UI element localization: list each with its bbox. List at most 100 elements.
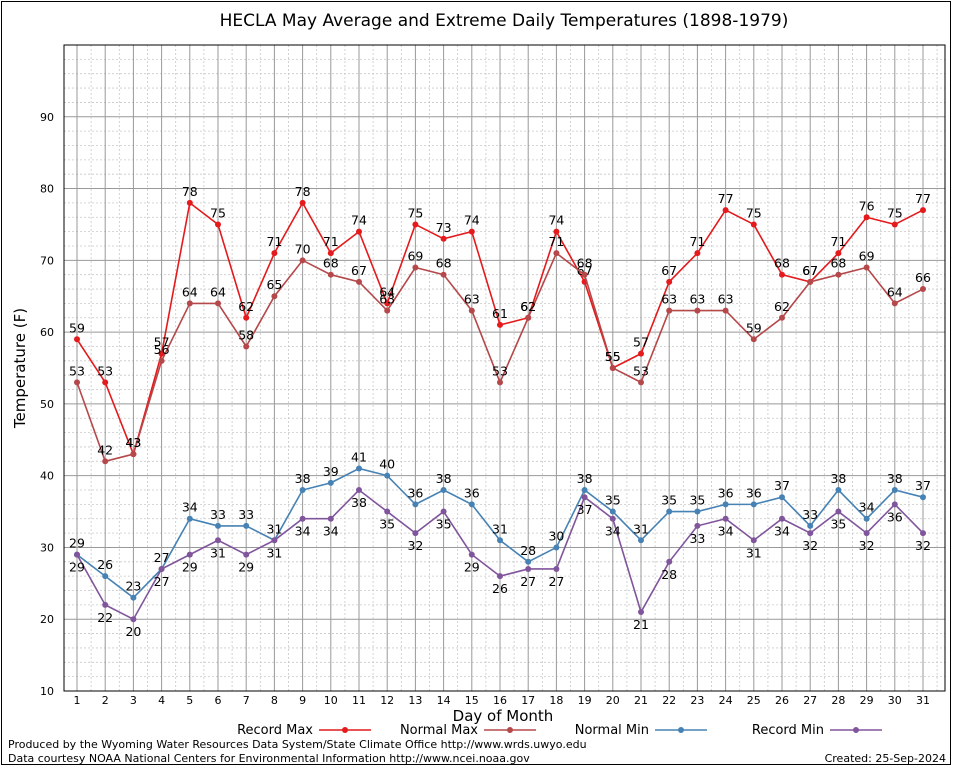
normal-max-data-label: 64 — [887, 284, 903, 299]
record-max-point — [722, 207, 729, 214]
record-min-data-label: 29 — [238, 560, 254, 575]
record-max-point — [299, 199, 306, 206]
plot-area — [63, 44, 946, 692]
record-max-data-label: 57 — [154, 335, 170, 350]
record-max-data-label: 71 — [266, 234, 282, 249]
x-tick-label: 16 — [493, 694, 507, 707]
y-axis-ticks: 10 20 30 40 50 60 70 80 90 — [40, 111, 54, 698]
normal-min-point — [356, 465, 362, 472]
normal-min-point — [920, 494, 926, 501]
normal-max-point — [891, 300, 898, 307]
record-min-point — [609, 515, 616, 522]
normal-min-data-label: 34 — [182, 500, 198, 515]
x-tick-label: 12 — [380, 694, 394, 707]
record-max-data-label: 71 — [689, 234, 705, 249]
record-max-data-label: 74 — [548, 213, 564, 228]
normal-max-point — [581, 271, 588, 278]
normal-max-point — [271, 293, 278, 300]
record-min-point — [299, 515, 306, 522]
footer-produced-by: Produced by the Wyoming Water Resources … — [8, 738, 587, 751]
series-record-min: 29 22 20 27 29 31 29 31 34 34 38 35 32 35 29 26 27 27 37 34… — [69, 487, 931, 639]
normal-max-point — [722, 307, 729, 314]
record-min-point — [186, 551, 193, 558]
record-min-data-label: 37 — [577, 502, 593, 517]
x-tick-label: 2 — [102, 694, 109, 707]
normal-min-data-label: 37 — [915, 478, 931, 493]
legend-marker-normal-min — [678, 727, 684, 733]
normal-min-point — [638, 537, 644, 544]
record-min-point — [863, 530, 870, 537]
x-tick-label: 3 — [130, 694, 137, 707]
record-max-data-label: 74 — [464, 213, 480, 228]
normal-min-point — [215, 522, 221, 529]
normal-max-data-label: 68 — [577, 256, 593, 271]
normal-max-point — [694, 307, 701, 314]
normal-max-point — [779, 314, 785, 321]
normal-min-point — [130, 594, 137, 601]
record-min-data-label: 35 — [379, 517, 395, 532]
normal-min-point — [243, 522, 250, 529]
x-tick-label: 27 — [803, 694, 817, 707]
record-max-data-label: 75 — [407, 205, 423, 220]
record-min-data-label: 27 — [520, 574, 536, 589]
grid — [64, 44, 945, 691]
normal-min-point — [891, 487, 898, 494]
x-axis-ticks: 1 2 3 4 5 6 7 8 9 10 11 12 13 14 15 16 17 18 19 20 21 22 23 24 2… — [74, 694, 931, 707]
record-min-point — [215, 537, 221, 544]
record-min-point — [384, 508, 391, 515]
normal-min-data-label: 38 — [577, 471, 593, 486]
normal-min-point — [327, 479, 334, 486]
normal-max-data-label: 53 — [69, 363, 85, 378]
record-max-data-label: 71 — [830, 234, 846, 249]
normal-max-point — [412, 264, 419, 271]
x-tick-label: 1 — [74, 694, 81, 707]
normal-max-data-label: 64 — [182, 284, 198, 299]
record-max-point — [440, 235, 447, 242]
normal-max-point — [835, 271, 842, 278]
record-max-data-label: 61 — [492, 306, 508, 321]
record-max-point — [384, 300, 391, 307]
x-tick-label: 4 — [158, 694, 165, 707]
normal-min-point — [779, 494, 785, 501]
record-min-data-label: 33 — [689, 531, 705, 546]
record-max-point — [666, 278, 673, 285]
record-max-point — [215, 221, 221, 228]
normal-min-data-label: 40 — [379, 457, 395, 472]
normal-max-point — [130, 451, 137, 458]
normal-max-point — [666, 307, 673, 314]
x-tick-label: 19 — [578, 694, 592, 707]
record-min-point — [807, 530, 814, 537]
legend-label-normal-min: Normal Min — [575, 723, 649, 738]
footer-created: Created: 25-Sep-2024 — [825, 752, 946, 765]
normal-min-point — [525, 558, 532, 565]
normal-min-data-label: 38 — [887, 471, 903, 486]
record-min-data-label: 34 — [605, 524, 621, 539]
record-max-data-label: 76 — [859, 198, 875, 213]
normal-max-data-label: 53 — [633, 363, 649, 378]
record-max-data-label: 77 — [915, 191, 931, 206]
record-max-data-label: 75 — [746, 205, 762, 220]
normal-max-point — [553, 250, 560, 257]
record-min-data-label: 29 — [69, 560, 85, 575]
record-min-point — [74, 551, 80, 558]
x-tick-label: 23 — [690, 694, 704, 707]
normal-min-data-label: 41 — [351, 449, 367, 464]
series-record-max: 59 53 43 57 78 75 62 71 78 71 74 64 75 73 74 61 62 74 67 55… — [69, 184, 931, 458]
normal-min-point — [807, 522, 814, 529]
normal-min-data-label: 38 — [436, 471, 452, 486]
x-tick-label: 6 — [215, 694, 222, 707]
normal-min-data-label: 29 — [69, 536, 85, 551]
record-max-data-label: 73 — [436, 220, 452, 235]
normal-max-point — [920, 286, 926, 293]
x-tick-label: 21 — [634, 694, 648, 707]
legend-label-record-min: Record Min — [752, 723, 824, 738]
legend: Record Max Normal Max Normal Min Record Min — [237, 723, 882, 738]
normal-max-data-label: 67 — [351, 263, 367, 278]
record-max-point — [750, 221, 757, 228]
normal-max-data-label: 42 — [97, 442, 113, 457]
normal-max-point — [638, 379, 644, 386]
record-min-data-label: 20 — [125, 624, 141, 639]
normal-max-data-label: 71 — [548, 234, 564, 249]
normal-min-data-label: 30 — [548, 528, 564, 543]
